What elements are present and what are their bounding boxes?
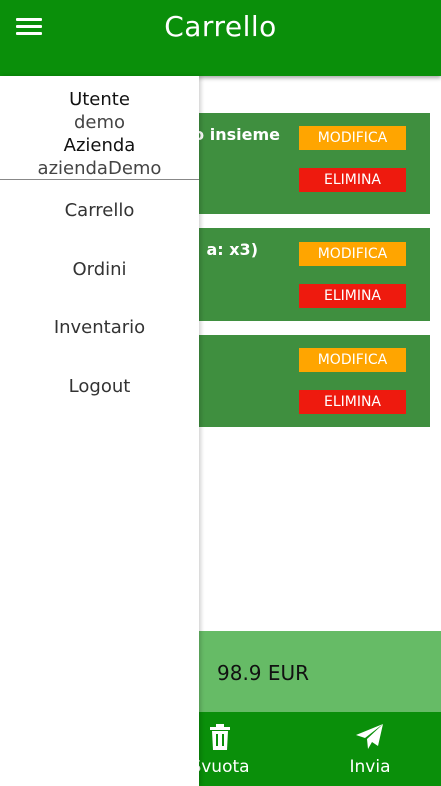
clear-cart-label: Svuota [190,757,250,777]
company-label: Azienda [63,135,136,156]
nav-item-carrello[interactable]: Carrello [64,200,135,221]
drawer-user-info: Utente demo Azienda aziendaDemo [0,88,199,180]
nav-item-ordini[interactable]: Ordini [72,259,127,280]
cart-item-text: a: x3) [206,240,258,259]
send-order-button[interactable]: Invia [310,712,430,786]
company-value: aziendaDemo [37,158,162,179]
app-header: Carrello [0,0,441,76]
page-title: Carrello [164,10,277,43]
edit-button[interactable]: MODIFICA [299,242,406,266]
navigation-drawer: Utente demo Azienda aziendaDemo Carrello… [0,76,199,786]
cart-item-text: o insieme [193,125,280,144]
delete-button[interactable]: ELIMINA [299,284,406,308]
trash-icon [210,724,230,750]
edit-button[interactable]: MODIFICA [299,126,406,150]
delete-button[interactable]: ELIMINA [299,168,406,192]
delete-button[interactable]: ELIMINA [299,390,406,414]
nav-item-inventario[interactable]: Inventario [53,317,146,338]
cart-total: 98.9 EUR [217,661,310,685]
hamburger-icon[interactable] [16,16,42,38]
drawer-divider [0,179,199,180]
send-order-label: Invia [349,757,391,777]
nav-item-logout[interactable]: Logout [68,376,131,397]
user-label: Utente [69,89,130,110]
user-value: demo [73,112,126,133]
clear-cart-button[interactable]: Svuota [160,712,280,786]
edit-button[interactable]: MODIFICA [299,348,406,372]
paper-plane-icon [356,724,383,749]
